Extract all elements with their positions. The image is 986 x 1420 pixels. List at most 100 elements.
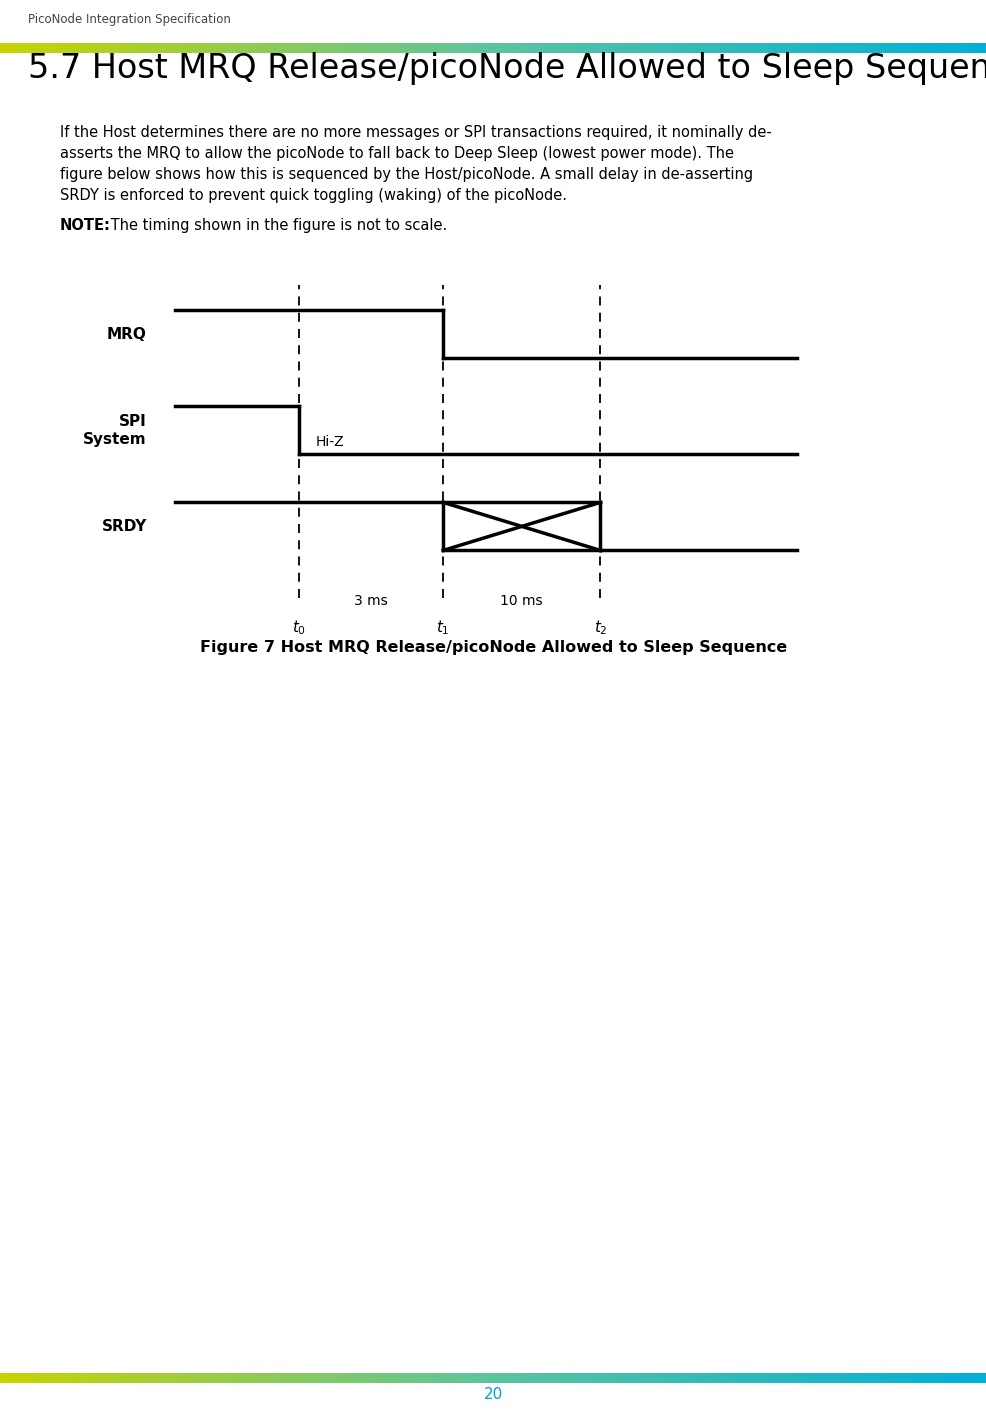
Bar [118, 1373, 121, 1383]
Bar [249, 1373, 253, 1383]
Bar [668, 43, 670, 53]
Bar [135, 1373, 138, 1383]
Bar [796, 43, 799, 53]
Bar [806, 43, 809, 53]
Bar [306, 43, 309, 53]
Bar [658, 43, 661, 53]
Bar [654, 43, 658, 53]
Bar [313, 1373, 316, 1383]
Bar [460, 43, 463, 53]
Bar [618, 1373, 621, 1383]
Bar [651, 1373, 654, 1383]
Bar [806, 1373, 809, 1383]
Bar [480, 1373, 483, 1383]
Bar [900, 43, 904, 53]
Bar [648, 43, 651, 53]
Bar [263, 1373, 266, 1383]
Bar [621, 43, 624, 53]
Bar [894, 43, 897, 53]
Bar [227, 1373, 230, 1383]
Bar [904, 43, 907, 53]
Bar [473, 43, 476, 53]
Text: The timing shown in the figure is not to scale.: The timing shown in the figure is not to… [106, 219, 447, 233]
Bar [742, 43, 746, 53]
Bar [868, 43, 871, 53]
Bar [345, 1373, 348, 1383]
Bar [148, 1373, 151, 1383]
Bar [318, 1373, 322, 1383]
Bar [214, 1373, 217, 1383]
Bar [884, 43, 887, 53]
Bar [342, 1373, 345, 1383]
Bar [463, 43, 466, 53]
Bar [128, 1373, 131, 1383]
Bar [506, 1373, 510, 1383]
Bar [42, 1373, 46, 1383]
Bar [897, 1373, 900, 1383]
Bar [878, 43, 880, 53]
Bar [204, 1373, 207, 1383]
Bar [628, 43, 631, 53]
Bar [614, 43, 618, 53]
Bar [683, 1373, 687, 1383]
Bar [979, 1373, 983, 1383]
Bar [917, 43, 920, 53]
Bar [17, 43, 20, 53]
Text: 5.7 Host MRQ Release/picoNode Allowed to Sleep Sequence: 5.7 Host MRQ Release/picoNode Allowed to… [28, 53, 986, 85]
Bar [601, 1373, 604, 1383]
Bar [187, 1373, 190, 1383]
Bar [303, 1373, 306, 1383]
Bar [969, 43, 973, 53]
Bar [194, 43, 197, 53]
Bar [565, 1373, 569, 1383]
Bar [697, 43, 700, 53]
Bar [815, 43, 818, 53]
Bar [880, 43, 884, 53]
Bar [555, 1373, 559, 1383]
Bar [289, 1373, 293, 1383]
Bar [256, 43, 259, 53]
Bar [36, 1373, 39, 1383]
Bar [802, 1373, 806, 1383]
Bar [230, 43, 234, 53]
Bar [345, 43, 348, 53]
Bar [752, 43, 756, 53]
Bar [161, 1373, 165, 1383]
Bar [516, 43, 520, 53]
Bar [309, 1373, 313, 1383]
Bar [266, 1373, 269, 1383]
Bar [273, 43, 276, 53]
Bar [835, 1373, 838, 1383]
Bar [141, 1373, 145, 1383]
Bar [99, 43, 102, 53]
Bar [651, 43, 654, 53]
Bar [342, 43, 345, 53]
Bar [476, 43, 480, 53]
Bar [56, 43, 59, 53]
Bar [0, 43, 3, 53]
Bar [769, 1373, 772, 1383]
Bar [723, 1373, 727, 1383]
Bar [325, 43, 328, 53]
Bar [407, 1373, 411, 1383]
Bar [624, 43, 628, 53]
Bar [473, 1373, 476, 1383]
Bar [746, 43, 749, 53]
Bar [214, 43, 217, 53]
Bar [510, 1373, 513, 1383]
Bar [865, 1373, 868, 1383]
Bar [111, 43, 115, 53]
Bar [460, 1373, 463, 1383]
Bar [493, 1373, 496, 1383]
Text: System: System [83, 432, 147, 447]
Bar [338, 1373, 342, 1383]
Bar [394, 43, 397, 53]
Bar [927, 1373, 930, 1383]
Bar [658, 1373, 661, 1383]
Bar [733, 1373, 737, 1383]
Bar [930, 43, 934, 53]
Bar [838, 1373, 841, 1383]
Bar [338, 43, 342, 53]
Bar [135, 43, 138, 53]
Bar [197, 43, 200, 53]
